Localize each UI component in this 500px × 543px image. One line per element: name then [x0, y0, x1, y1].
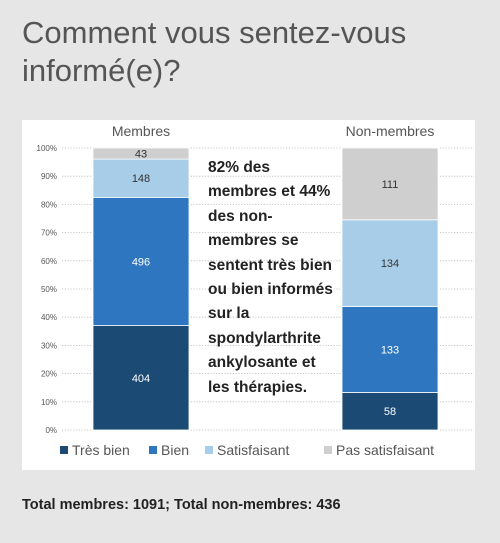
- legend-label: Satisfaisant: [217, 442, 290, 458]
- y-tick-label: 50%: [41, 285, 57, 294]
- legend-label: Bien: [161, 442, 190, 458]
- y-tick-label: 60%: [41, 257, 57, 266]
- legend-swatch: [205, 446, 213, 455]
- y-tick-label: 90%: [41, 172, 57, 181]
- bar-segment: [92, 147, 190, 160]
- legend-swatch: [149, 446, 157, 455]
- bar-segment: [341, 219, 439, 307]
- y-tick-label: 30%: [41, 341, 57, 350]
- data-label: 134: [381, 258, 399, 270]
- y-tick-label: 40%: [41, 313, 57, 322]
- y-tick-label: 70%: [41, 229, 57, 238]
- y-tick-label: 0%: [45, 426, 57, 435]
- x-category-label: Non-membres: [346, 123, 435, 139]
- bar-segment: [92, 158, 190, 198]
- y-tick-label: 80%: [41, 200, 57, 209]
- totals-footer: Total membres: 1091; Total non-membres: …: [22, 497, 341, 513]
- bar-segment: [341, 306, 439, 393]
- page-title: Comment vous sentez-vous informé(e)?: [22, 15, 407, 88]
- legend-item: Satisfaisant: [205, 442, 289, 458]
- data-label: 58: [384, 406, 396, 418]
- data-label: 111: [382, 179, 399, 191]
- chart-panel: 0% 10% 20% 30% 40% 50% 60% 70% 80% 90% 100% Membres…: [22, 120, 475, 470]
- data-label: 148: [132, 173, 150, 185]
- bar-segment: [92, 196, 190, 326]
- bar-segment: [92, 325, 190, 431]
- legend-label: Pas satisfaisant: [336, 442, 435, 458]
- bar-segment: [341, 392, 439, 431]
- x-category-label: Membres: [112, 123, 170, 139]
- data-label: 43: [135, 149, 147, 161]
- legend-swatch: [324, 446, 332, 455]
- stacked-bar-chart: 0% 10% 20% 30% 40% 50% 60% 70% 80% 90% 100% Membres…: [37, 123, 474, 435]
- legend-item: Bien: [149, 442, 189, 458]
- legend-swatch: [60, 446, 68, 455]
- legend-label: Très bien: [72, 442, 130, 458]
- bar-segment: [341, 147, 439, 221]
- y-tick-label: 20%: [41, 370, 57, 379]
- chart-annotation: 82% des membres et 44% des non-membres s…: [208, 159, 333, 396]
- chart-legend: Très bien Bien Satisfaisant Pas satisfaisan…: [60, 438, 475, 462]
- data-label: 133: [381, 344, 399, 356]
- legend-item: Pas satisfaisant: [324, 442, 434, 458]
- y-tick-label: 10%: [41, 398, 57, 407]
- data-label: 404: [132, 373, 150, 385]
- data-label: 496: [132, 256, 150, 268]
- y-tick-label: 100%: [37, 144, 57, 153]
- legend-item: Très bien: [60, 442, 130, 458]
